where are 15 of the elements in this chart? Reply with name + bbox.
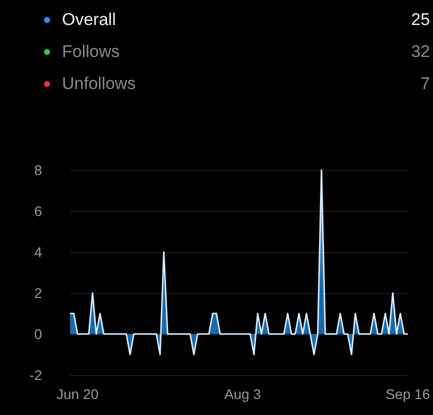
y-tick-label: -2 [30, 367, 42, 383]
y-tick-label: 0 [34, 326, 42, 342]
category-label: Follows [62, 42, 121, 62]
x-tick-label: Aug 3 [224, 386, 262, 402]
category-label: Overall [62, 10, 117, 30]
x-tick-label: Sep 16 [386, 386, 430, 402]
data-label: 32 [411, 42, 430, 62]
data-label: 25 [411, 10, 430, 30]
y-tick-label: 8 [34, 162, 42, 178]
data-label: 7 [420, 74, 430, 94]
y-tick-label: 4 [34, 244, 42, 260]
x-tick-label: Jun 20 [56, 386, 99, 402]
y-tick-label: 2 [34, 285, 42, 301]
category-label: Unfollows [62, 74, 137, 94]
y-tick-label: 6 [34, 203, 42, 219]
